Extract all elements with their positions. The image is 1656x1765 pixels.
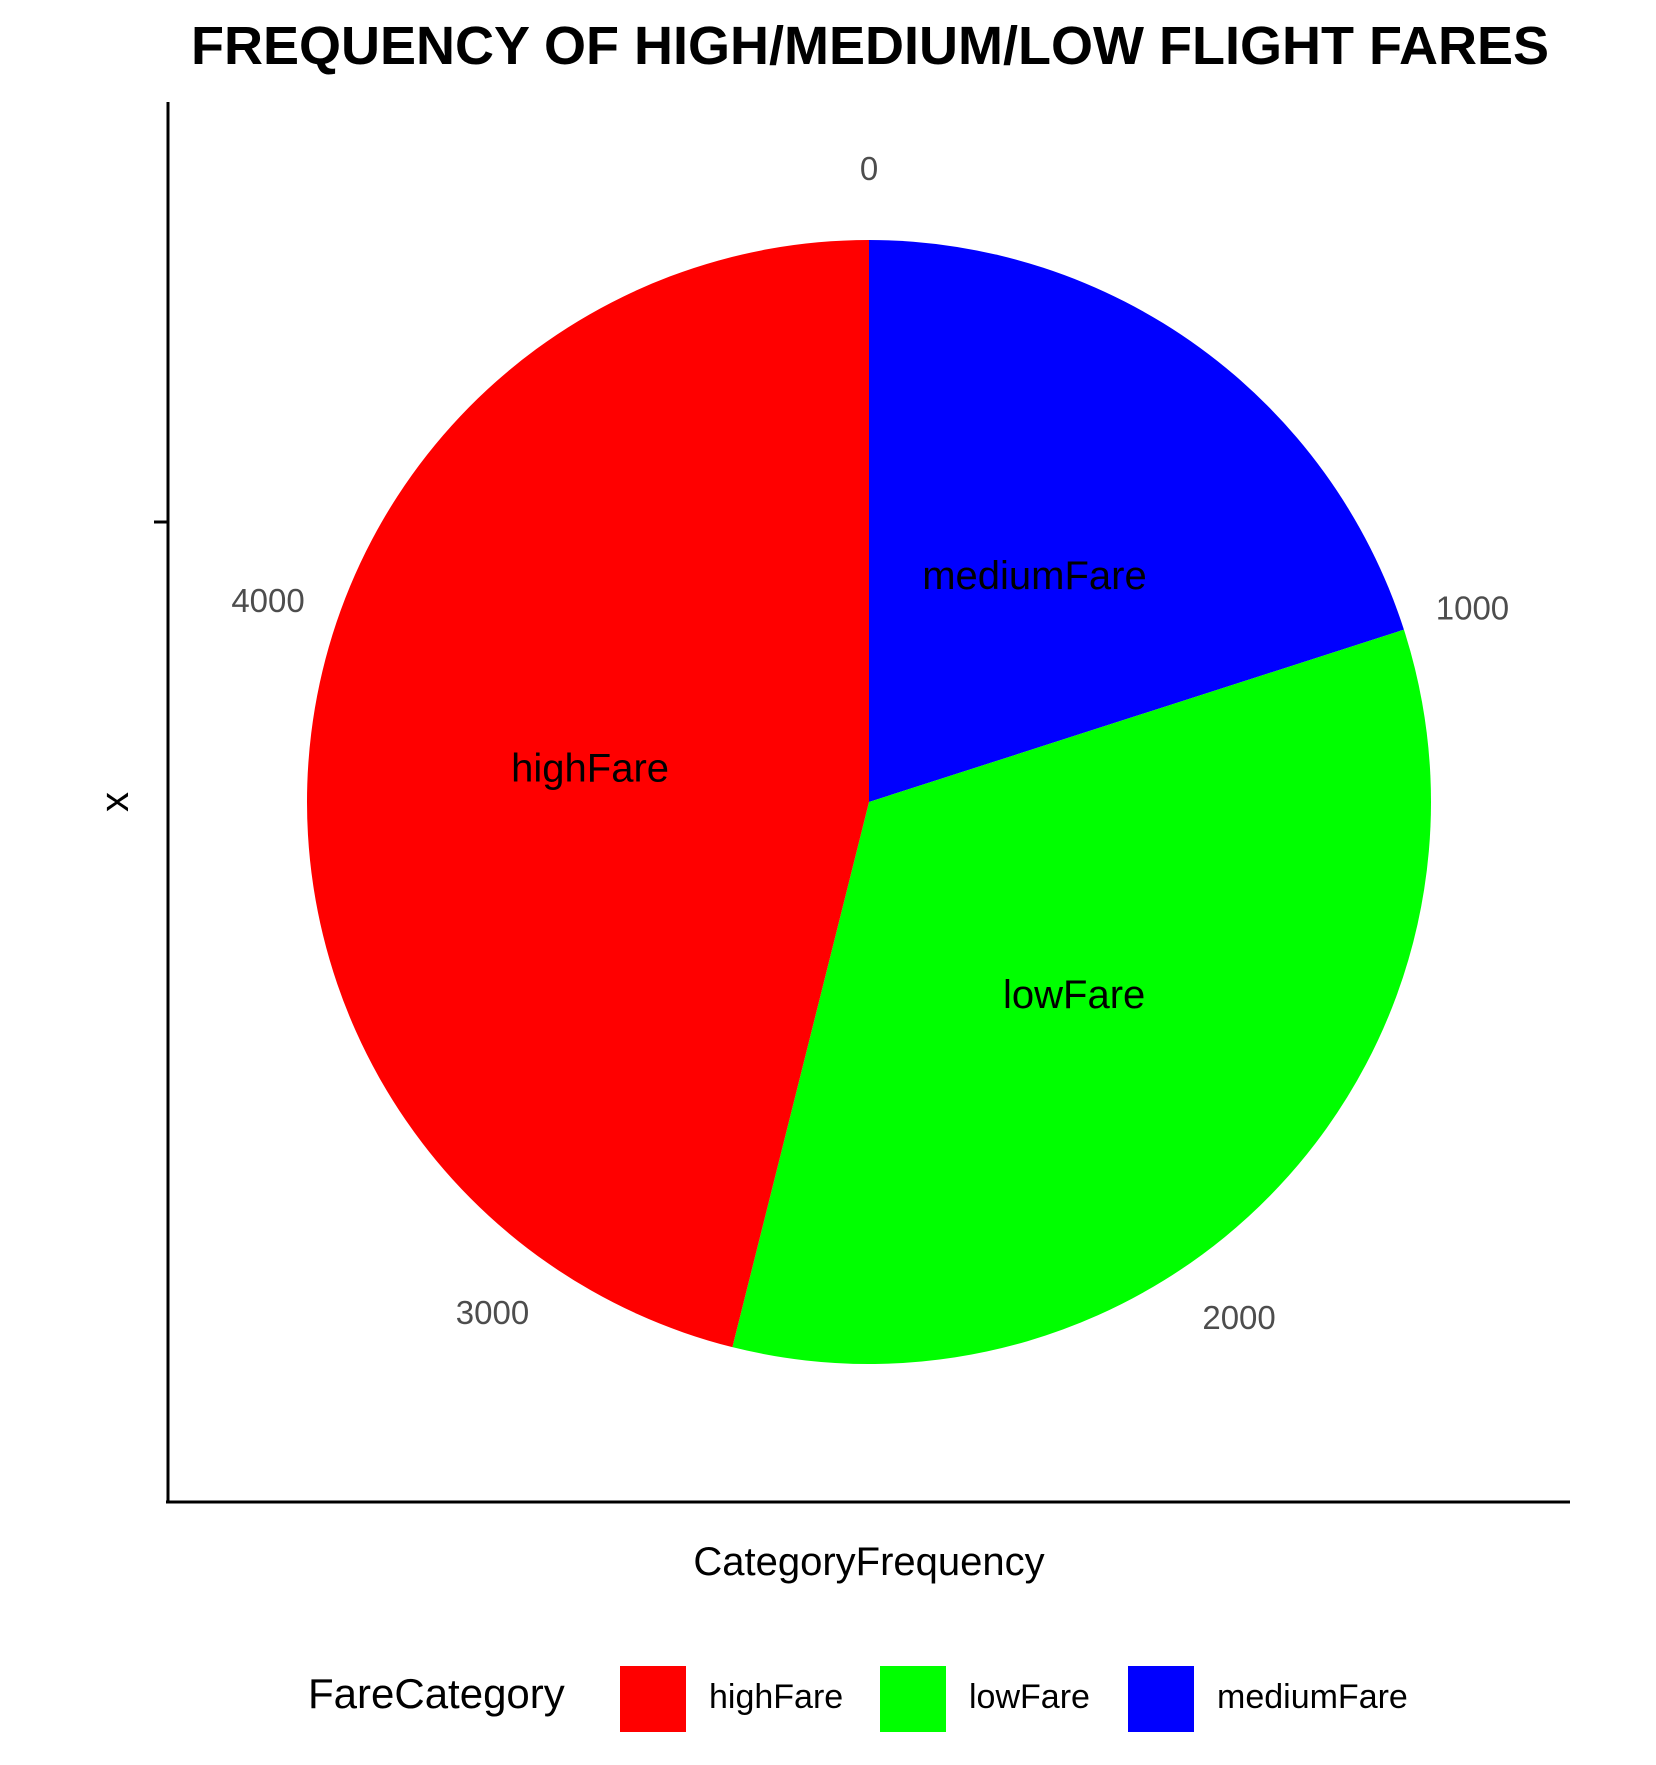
x-axis-title: CategoryFrequency	[693, 1540, 1044, 1584]
pie-slice-labels: mediumFare lowFare highFare	[511, 554, 1147, 1017]
pie-slices	[306, 240, 1431, 1365]
legend-label-lowFare: lowFare	[969, 1678, 1090, 1716]
slice-label-lowFare: lowFare	[1003, 973, 1145, 1017]
legend-label-highFare: highFare	[709, 1678, 843, 1716]
angle-tick-3000: 3000	[456, 1294, 529, 1331]
slice-label-mediumFare: mediumFare	[922, 554, 1147, 598]
legend-key-lowFare	[880, 1666, 946, 1732]
pie-slice-lowFare	[732, 629, 1431, 1365]
legend-key-mediumFare	[1128, 1666, 1194, 1732]
angle-tick-labels: 0 1000 2000 3000 4000	[231, 150, 1509, 1336]
angle-tick-1000: 1000	[1436, 590, 1509, 627]
legend-key-highFare	[620, 1666, 686, 1732]
chart-title: FREQUENCY OF HIGH/MEDIUM/LOW FLIGHT FARE…	[191, 16, 1549, 76]
angle-tick-4000: 4000	[231, 582, 304, 619]
legend: highFare lowFare mediumFare	[620, 1666, 1408, 1732]
angle-tick-0: 0	[860, 150, 878, 187]
pie-slice-mediumFare	[869, 240, 1404, 802]
angle-tick-2000: 2000	[1202, 1299, 1275, 1336]
slice-label-highFare: highFare	[511, 747, 669, 791]
y-axis-title: x	[93, 792, 137, 812]
legend-title: FareCategory	[308, 1670, 565, 1717]
legend-label-mediumFare: mediumFare	[1217, 1678, 1408, 1716]
pie-slice-highFare	[306, 240, 870, 1348]
